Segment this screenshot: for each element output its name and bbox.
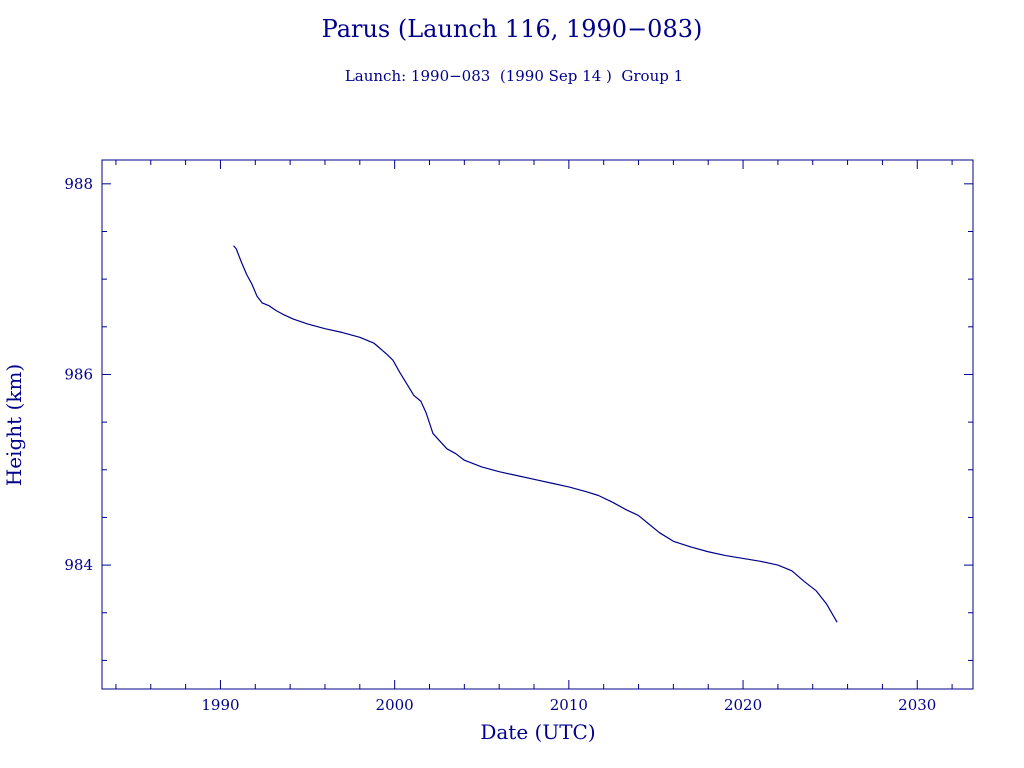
y-tick-label: 988 (64, 175, 93, 193)
x-tick-label: 2030 (898, 696, 936, 714)
plot-frame (101, 159, 974, 690)
chart-subtitle: Launch: 1990−083 (1990 Sep 14 ) Group 1 (345, 67, 683, 85)
y-axis-label: Height (km) (2, 364, 26, 486)
height-series-line (233, 245, 838, 623)
x-axis-label: Date (UTC) (480, 720, 595, 744)
y-tick-label: 986 (64, 365, 93, 383)
y-tick-label: 984 (64, 556, 93, 574)
chart-title: Parus (Launch 116, 1990−083) (322, 15, 703, 43)
x-tick-label: 2000 (376, 696, 414, 714)
y-axis-ticks: 984 986 988 (64, 175, 973, 661)
x-tick-label: 2020 (724, 696, 762, 714)
x-tick-label: 2010 (550, 696, 588, 714)
x-axis-ticks: 1990 2000 2010 2020 2030 (115, 160, 953, 714)
x-tick-label: 1990 (201, 696, 239, 714)
